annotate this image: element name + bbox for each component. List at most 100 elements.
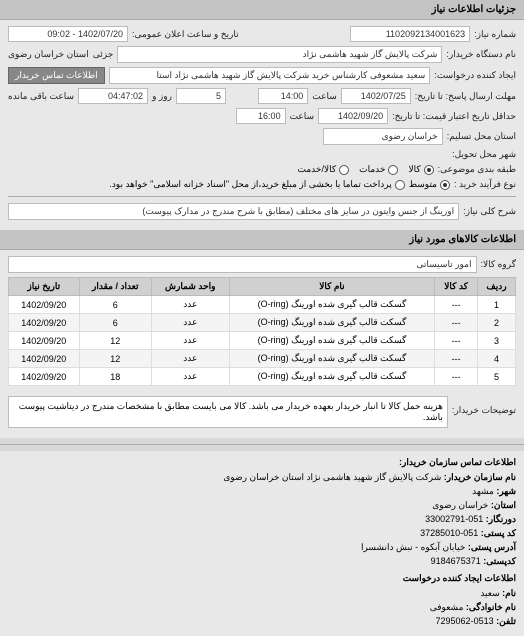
deadline-send-date: 1402/07/25 — [341, 88, 411, 104]
requester-label: ایجاد کننده درخواست: — [434, 70, 516, 81]
contact-name-label: نام: — [502, 588, 516, 598]
checkbox-payment-note[interactable]: پرداخت تماما یا بخشی از مبلغ خرید،از محل… — [109, 179, 404, 190]
table-cell: 1402/09/20 — [9, 368, 80, 386]
contact-fax: 051-33002791 — [425, 514, 483, 524]
table-cell: --- — [435, 350, 478, 368]
table-cell: گسکت قالب گیری شده اورینگ (O-ring) — [229, 350, 435, 368]
contact-org-label: نام سازمان خریدار: — [444, 472, 516, 482]
table-cell: 18 — [79, 368, 151, 386]
table-cell: گسکت قالب گیری شده اورینگ (O-ring) — [229, 314, 435, 332]
contact-address-label: آدرس پستی: — [468, 542, 516, 552]
checkbox-icon — [395, 180, 405, 190]
col-name: نام کالا — [229, 278, 435, 296]
contact-city: مشهد — [472, 486, 494, 496]
purchase-type-label: نوع فرآیند خرید : — [454, 179, 516, 190]
table-cell: --- — [435, 314, 478, 332]
contact-province-label: استان: — [491, 500, 516, 510]
radio-medium[interactable]: متوسط — [409, 179, 450, 190]
deadline-send-time-label: ساعت — [312, 91, 337, 102]
category-radio-group: کالا خدمات کالا/خدمت — [298, 164, 434, 175]
remaining-time: 04:47:02 — [78, 88, 148, 104]
table-cell: 4 — [477, 350, 515, 368]
requester-field: سعید مشعوفی کارشناس خرید شرکت پالایش گاز… — [109, 67, 431, 84]
goods-header: اطلاعات کالاهای مورد نیاز — [0, 230, 524, 250]
radio-kala-khadamat[interactable]: کالا/خدمت — [298, 164, 350, 175]
table-cell: گسکت قالب گیری شده اورینگ (O-ring) — [229, 368, 435, 386]
table-cell: گسکت قالب گیری شده اورینگ (O-ring) — [229, 332, 435, 350]
remaining-label: ساعت باقی مانده — [8, 91, 74, 102]
buyer-note-label: توضیحات خریدار: — [452, 405, 516, 416]
contact-province: خراسان رضوی — [432, 500, 488, 510]
validity-date: 1402/09/20 — [318, 108, 388, 124]
validity-time-label: ساعت — [290, 111, 315, 122]
goods-group-field: امور تاسیساتی — [8, 256, 477, 273]
divider — [8, 196, 516, 197]
table-cell: --- — [435, 368, 478, 386]
table-cell: 12 — [79, 332, 151, 350]
buyer-org-label: نام دستگاه خریدار: — [446, 49, 516, 60]
table-cell: 2 — [477, 314, 515, 332]
contact-postcode: 9184675371 — [431, 556, 481, 566]
location-label: استان محل تسلیم: — [447, 131, 516, 142]
table-cell: --- — [435, 296, 478, 314]
table-cell: 3 — [477, 332, 515, 350]
page-title: جزئیات اطلاعات نیاز — [432, 4, 516, 15]
page-header: جزئیات اطلاعات نیاز — [0, 0, 524, 20]
announce-label: تاریخ و ساعت اعلان عمومی: — [132, 29, 239, 40]
divider — [0, 444, 524, 445]
goods-header-title: اطلاعات کالاهای مورد نیاز — [409, 234, 516, 245]
table-cell: عدد — [151, 314, 229, 332]
col-qty: تعداد / مقدار — [79, 278, 151, 296]
col-unit: واحد شمارش — [151, 278, 229, 296]
table-row: 5---گسکت قالب گیری شده اورینگ (O-ring)عد… — [9, 368, 516, 386]
radio-kala-khadamat-label: کالا/خدمت — [298, 164, 337, 175]
validity-time: 16:00 — [236, 108, 286, 124]
contact-org: شرکت پالایش گاز شهید هاشمی نژاد استان خر… — [223, 472, 441, 482]
table-cell: 1402/09/20 — [9, 296, 80, 314]
contact-city-label: شهر: — [496, 486, 516, 496]
province-label: استان خراسان رضوی — [8, 49, 89, 60]
jazi-label: جزئی — [93, 49, 114, 60]
contact-phone-label: تلفن: — [496, 616, 516, 626]
city-label: شهر محل تحویل: — [452, 149, 516, 160]
contact-section: اطلاعات تماس سازمان خریدار: نام سازمان خ… — [0, 451, 524, 636]
req-number-label: شماره نیاز: — [474, 29, 516, 40]
table-cell: عدد — [151, 368, 229, 386]
form-area: شماره نیاز: 1102092134001623 تاریخ و ساع… — [0, 20, 524, 230]
contact-postal-label: کد پستی: — [481, 528, 516, 538]
validity-label: حداقل تاریخ اعتبار قیمت: تا تاریخ: — [392, 111, 516, 122]
table-cell: --- — [435, 332, 478, 350]
location-field: خراسان رضوی — [323, 128, 443, 145]
col-date: تاریخ نیاز — [9, 278, 80, 296]
table-cell: 1402/09/20 — [9, 314, 80, 332]
table-cell: 1402/09/20 — [9, 332, 80, 350]
contact-phone: 0513-7295062 — [436, 616, 494, 626]
table-row: 3---گسکت قالب گیری شده اورینگ (O-ring)عد… — [9, 332, 516, 350]
col-row: ردیف — [477, 278, 515, 296]
table-cell: 5 — [477, 368, 515, 386]
contact-family: مشعوفی — [430, 602, 464, 612]
deadline-send-label: مهلت ارسال پاسخ: تا تاریخ: — [415, 91, 516, 102]
contact-buyer-button[interactable]: اطلاعات تماس خریدار — [8, 67, 105, 84]
need-desc-label: شرح کلی نیاز: — [463, 206, 516, 217]
table-header-row: ردیف کد کالا نام کالا واحد شمارش تعداد /… — [9, 278, 516, 296]
announce-field: 1402/07/20 - 09:02 — [8, 26, 128, 42]
deadline-send-time: 14:00 — [258, 88, 308, 104]
goods-table: ردیف کد کالا نام کالا واحد شمارش تعداد /… — [8, 277, 516, 386]
radio-dot-icon — [424, 165, 434, 175]
table-cell: 1 — [477, 296, 515, 314]
contact-address: خیابان آبکوه - نبش دانشسرا — [361, 542, 465, 552]
creator-title: اطلاعات ایجاد کننده درخواست — [8, 573, 516, 584]
remaining-days-label: روز و — [152, 91, 172, 102]
radio-dot-icon — [339, 165, 349, 175]
radio-dot-icon — [440, 180, 450, 190]
table-cell: 12 — [79, 350, 151, 368]
need-desc-field: اورینگ از جنس وایتون در سایز های مختلف (… — [8, 203, 459, 220]
radio-khadamat[interactable]: خدمات — [359, 164, 398, 175]
contact-postal: 051-37285010 — [420, 528, 478, 538]
radio-dot-icon — [388, 165, 398, 175]
table-row: 4---گسکت قالب گیری شده اورینگ (O-ring)عد… — [9, 350, 516, 368]
radio-kala-label: کالا — [408, 164, 420, 175]
col-code: کد کالا — [435, 278, 478, 296]
radio-kala[interactable]: کالا — [408, 164, 433, 175]
